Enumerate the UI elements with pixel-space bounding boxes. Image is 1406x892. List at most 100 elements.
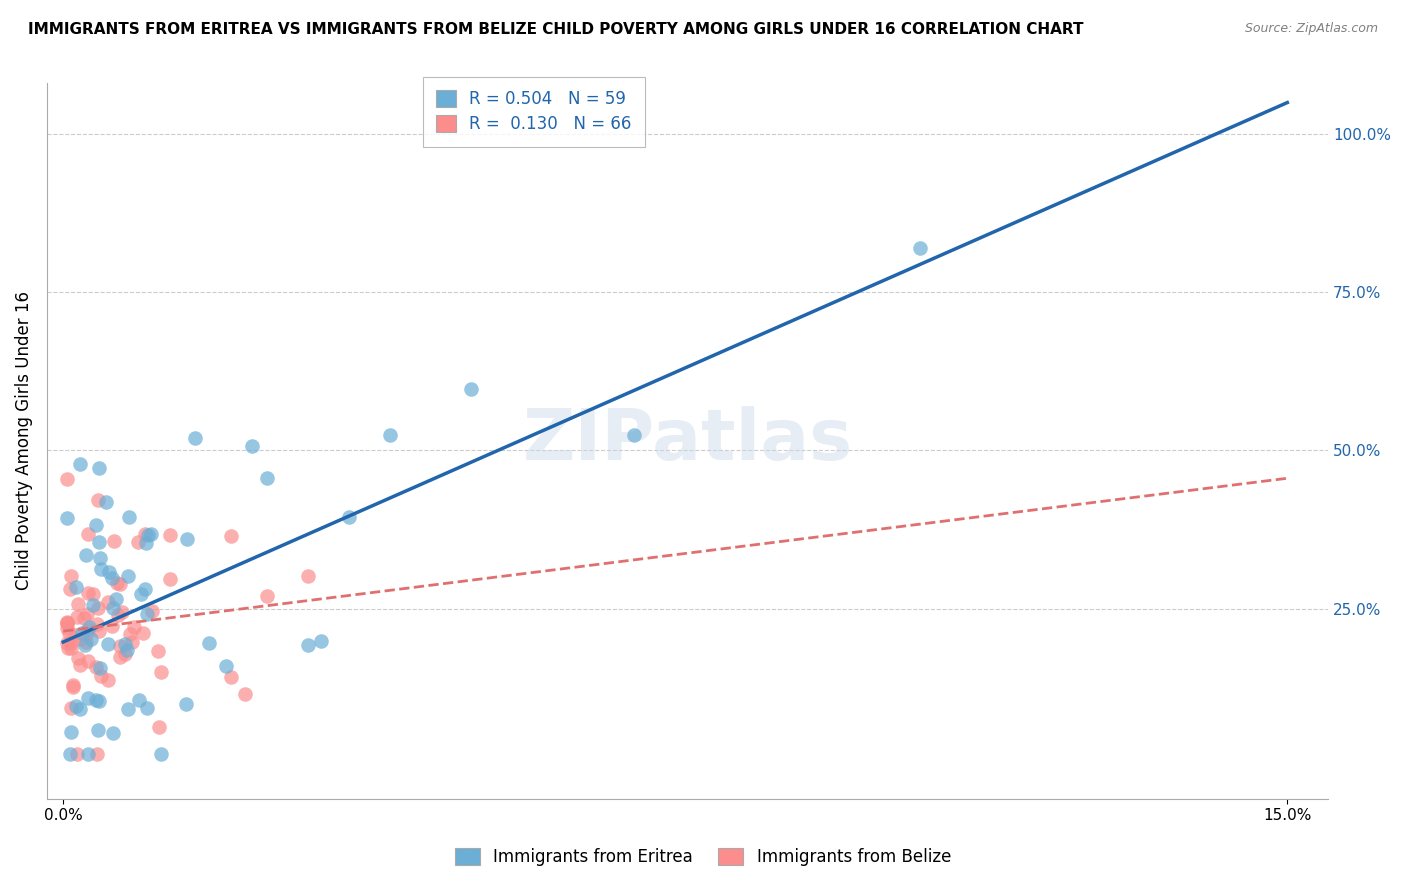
Point (90, 562, 112, 576)
Point (117, 569, 139, 583)
Point (150, 747, 173, 762)
Point (75, 634, 97, 648)
Point (70, 625, 93, 640)
Point (128, 693, 150, 707)
Point (120, 626, 142, 640)
Point (97, 673, 120, 687)
Point (75, 548, 97, 562)
Point (101, 601, 124, 615)
Text: Source: ZipAtlas.com: Source: ZipAtlas.com (1244, 22, 1378, 36)
Point (121, 635, 143, 649)
Point (309, 634, 332, 648)
Point (56, 636, 79, 650)
Point (89, 551, 111, 566)
Point (69, 657, 91, 672)
Point (66, 597, 89, 611)
Point (94, 495, 117, 509)
Legend: R = 0.504   N = 59, R =  0.130   N = 66: R = 0.504 N = 59, R = 0.130 N = 66 (423, 77, 645, 146)
Point (56, 472, 79, 486)
Point (87, 492, 110, 507)
Point (58, 625, 80, 640)
Point (56, 615, 79, 629)
Point (118, 510, 141, 524)
Point (623, 427, 645, 442)
Point (69, 632, 91, 646)
Point (76, 747, 98, 762)
Point (87, 624, 110, 639)
Point (84, 660, 107, 674)
Point (89, 535, 111, 549)
Point (103, 533, 125, 548)
Legend: Immigrants from Eritrea, Immigrants from Belize: Immigrants from Eritrea, Immigrants from… (441, 834, 965, 880)
Point (65, 628, 87, 642)
Point (139, 527, 162, 541)
Point (219, 670, 242, 684)
Point (111, 605, 134, 619)
Point (122, 620, 145, 634)
Point (297, 568, 319, 582)
Point (86, 747, 108, 762)
Point (79, 632, 101, 646)
Point (60, 636, 83, 650)
Point (65, 699, 87, 714)
Point (75, 638, 97, 652)
Point (60, 701, 83, 715)
Point (84, 693, 107, 707)
Point (82, 587, 104, 601)
Point (114, 637, 136, 651)
Point (183, 431, 205, 445)
Point (59, 640, 82, 655)
Point (460, 382, 482, 396)
Point (101, 571, 124, 585)
Point (66, 747, 89, 762)
Point (77, 620, 100, 634)
Point (159, 572, 181, 586)
Point (60, 725, 83, 739)
Point (132, 626, 155, 640)
Point (90, 669, 112, 683)
Point (134, 527, 156, 541)
Point (108, 650, 131, 665)
Text: ZIPatlas: ZIPatlas (523, 406, 852, 475)
Point (89, 694, 111, 708)
Point (297, 638, 319, 652)
Point (908, 241, 931, 255)
Point (76, 527, 98, 541)
Point (97, 595, 120, 609)
Point (136, 607, 159, 621)
Point (176, 532, 198, 546)
Y-axis label: Child Poverty Among Girls Under 16: Child Poverty Among Girls Under 16 (15, 292, 32, 591)
Point (56, 615, 79, 630)
Point (138, 528, 160, 542)
Point (159, 528, 181, 542)
Point (97, 637, 120, 651)
Point (198, 636, 221, 650)
Point (62, 678, 84, 692)
Point (107, 608, 129, 623)
Point (148, 720, 170, 734)
Point (86, 616, 108, 631)
Point (115, 642, 138, 657)
Point (86, 600, 108, 615)
Point (69, 457, 91, 471)
Point (101, 618, 124, 632)
Point (105, 576, 128, 591)
Point (114, 647, 136, 661)
Point (69, 702, 91, 716)
Point (141, 604, 163, 618)
Point (62, 680, 84, 694)
Point (135, 536, 157, 550)
Point (77, 691, 100, 706)
Point (89, 460, 111, 475)
Point (86, 518, 108, 533)
Point (76, 626, 98, 640)
Point (76, 607, 98, 622)
Point (58, 747, 80, 762)
Point (89, 661, 111, 675)
Point (56, 511, 79, 525)
Point (233, 687, 256, 701)
Point (219, 529, 242, 543)
Point (104, 592, 127, 607)
Point (127, 535, 149, 549)
Point (150, 665, 173, 680)
